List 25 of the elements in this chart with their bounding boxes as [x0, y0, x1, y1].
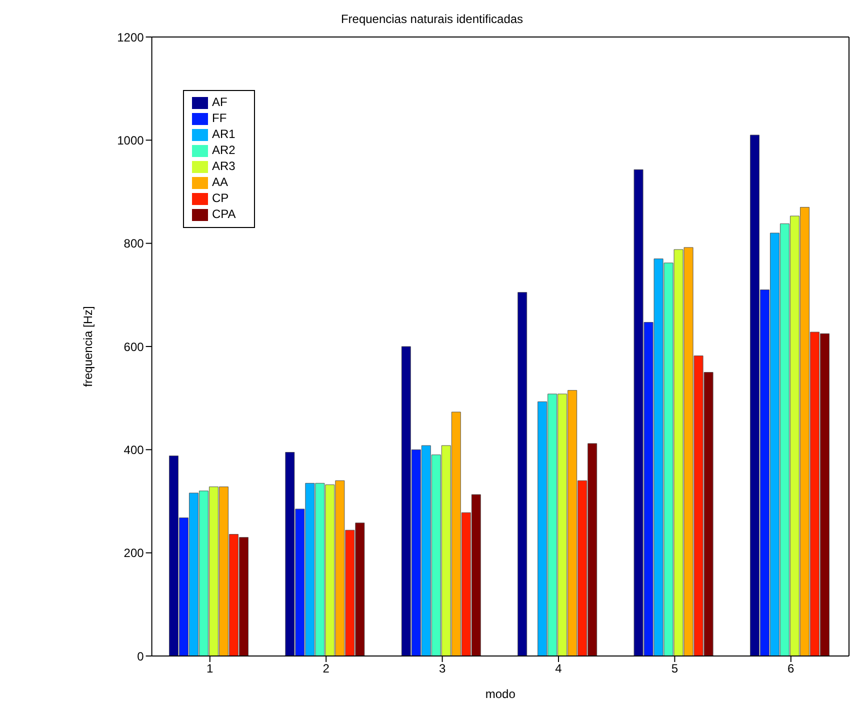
y-tick-label: 0	[137, 649, 144, 664]
y-tick-label: 1200	[117, 30, 144, 44]
x-tick-label: 3	[438, 662, 446, 676]
x-tick-label: 4	[555, 662, 562, 676]
y-tick-label: 1000	[117, 133, 144, 148]
y-axis-title: frequencia [Hz]	[81, 306, 96, 387]
legend-label: AA	[212, 175, 228, 190]
legend-label: CPA	[212, 207, 236, 222]
legend-label: AR3	[212, 159, 236, 174]
x-tick-label: 1	[206, 662, 214, 676]
bar	[518, 292, 528, 656]
x-tick-label: 6	[788, 662, 795, 676]
y-tick-label: 800	[124, 236, 144, 251]
x-tick-label: 5	[671, 662, 678, 676]
legend-label: CP	[212, 191, 229, 206]
legend-label: AF	[212, 95, 228, 110]
x-tick-label: 2	[322, 662, 330, 676]
chart-title: Frequencias naturais identificadas	[340, 11, 524, 28]
y-tick-label: 600	[124, 340, 144, 354]
legend-label: AR1	[212, 127, 236, 142]
legend-label: FF	[212, 111, 227, 126]
y-tick-label: 200	[124, 546, 144, 560]
x-axis-title: modo	[485, 687, 516, 701]
y-tick-label: 400	[124, 442, 144, 457]
legend-label: AR2	[212, 143, 236, 158]
